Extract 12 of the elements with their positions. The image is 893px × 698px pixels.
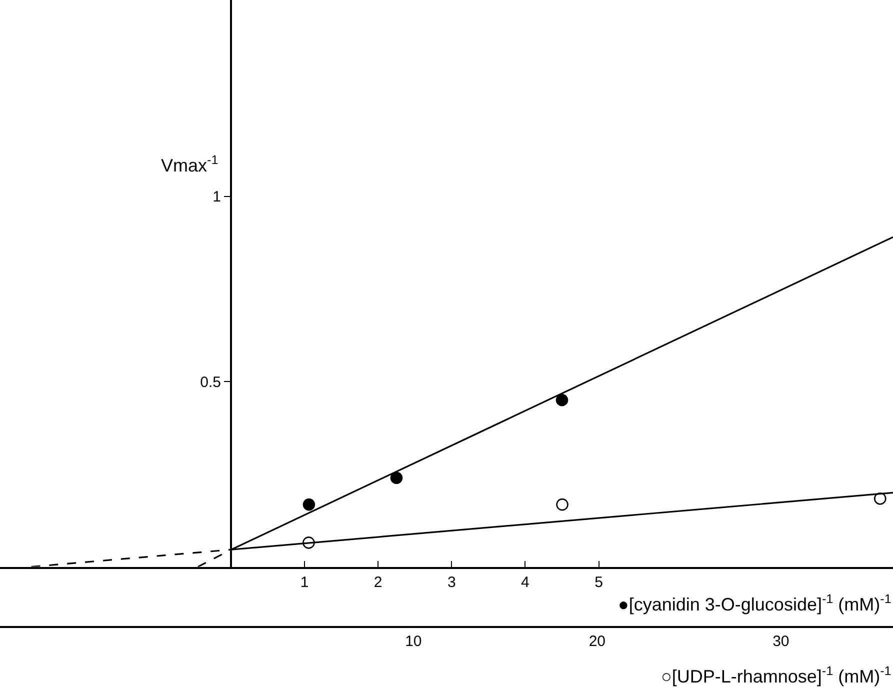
y-axis-title: Vmax$^{-1}$ (161, 153, 218, 176)
x2-axis-title: ○[UDP-L-rhamnose]$^{-1}$ (mM)$^{-1}$ (661, 664, 892, 687)
x-tick-label: 2 (374, 574, 382, 591)
x-tick-label: 5 (594, 574, 603, 591)
x-tick-label: 1 (300, 574, 309, 591)
y-tick-label: 0.5 (200, 374, 221, 391)
x-tick-label: 4 (521, 574, 530, 591)
x2-tick-label: 10 (405, 632, 422, 650)
x-axis-title: ●[cyanidin 3-O-glucoside]$^{-1}$ (mM)$^{-1}$ (618, 592, 892, 615)
x2-tick-label: 30 (772, 632, 790, 650)
x2-tick-label: 20 (588, 632, 606, 650)
x-tick-label: 3 (447, 574, 456, 591)
